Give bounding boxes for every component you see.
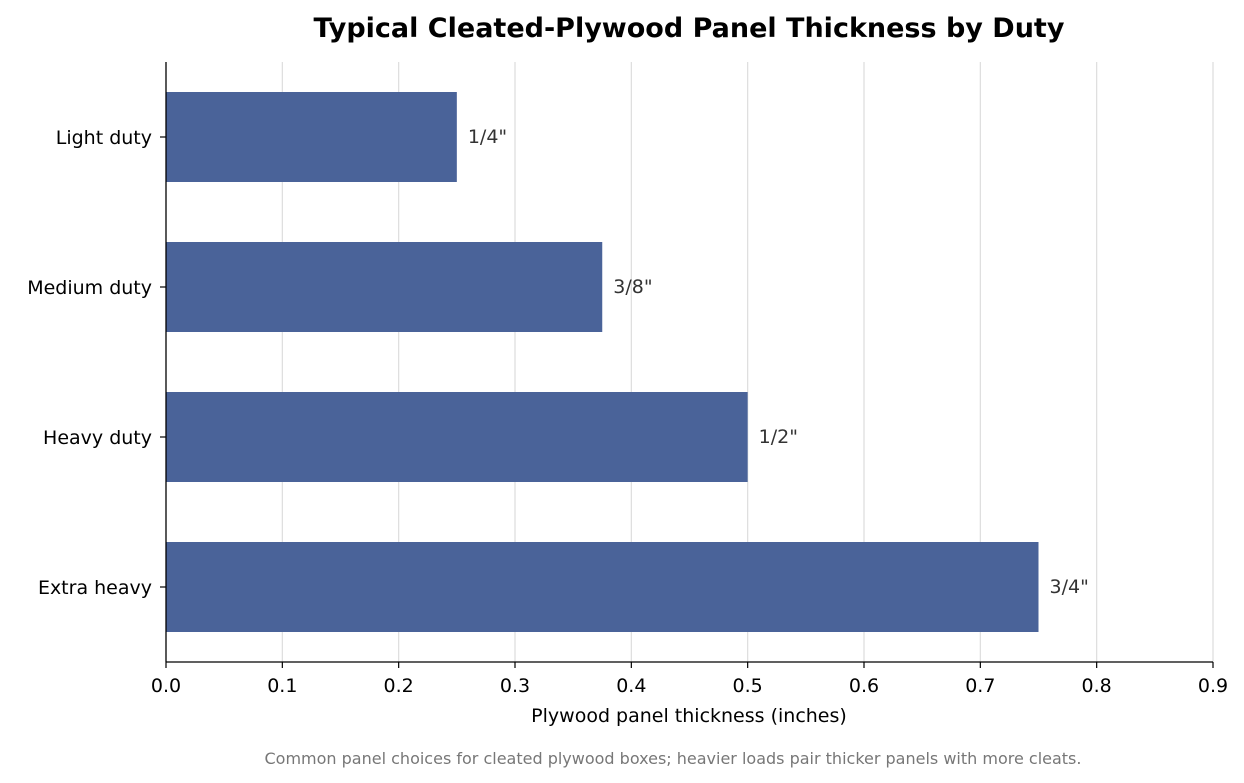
x-axis-ticks: 0.0 0.1 0.2 0.3 0.4 0.5 0.6 0.7 0.8 0.9: [151, 662, 1228, 697]
x-tick-label-4: 0.4: [616, 675, 646, 697]
x-tick-label-7: 0.7: [965, 675, 995, 697]
x-tick-label-8: 0.8: [1082, 675, 1112, 697]
y-tick-label-0: Light duty: [56, 127, 152, 149]
x-tick-label-6: 0.6: [849, 675, 879, 697]
x-tick-label-1: 0.1: [267, 675, 297, 697]
x-tick-label-0: 0.0: [151, 675, 181, 697]
y-tick-label-2: Heavy duty: [43, 427, 152, 449]
data-label-3: 3/4": [1050, 576, 1089, 598]
y-tick-label-3: Extra heavy: [38, 577, 152, 599]
y-axis-ticks: Light duty Medium duty Heavy duty Extra hea…: [27, 127, 166, 599]
x-tick-label-5: 0.5: [733, 675, 763, 697]
bar-2: [166, 392, 748, 482]
bars: [166, 92, 1039, 632]
y-tick-label-1: Medium duty: [27, 277, 152, 299]
chart-title: Typical Cleated-Plywood Panel Thickness …: [314, 13, 1065, 44]
axes: [165, 62, 1213, 663]
x-tick-label-2: 0.2: [384, 675, 414, 697]
x-tick-label-9: 0.9: [1198, 675, 1228, 697]
data-label-1: 3/8": [613, 276, 652, 298]
chart-caption: Common panel choices for cleated plywood…: [265, 749, 1082, 768]
data-label-0: 1/4": [468, 126, 507, 148]
data-labels: 1/4" 3/8" 1/2" 3/4": [468, 126, 1089, 598]
data-label-2: 1/2": [759, 426, 798, 448]
bar-1: [166, 242, 603, 332]
x-axis-label: Plywood panel thickness (inches): [531, 705, 847, 727]
x-tick-label-3: 0.3: [500, 675, 530, 697]
bar-0: [166, 92, 457, 182]
bar-3: [166, 542, 1039, 632]
